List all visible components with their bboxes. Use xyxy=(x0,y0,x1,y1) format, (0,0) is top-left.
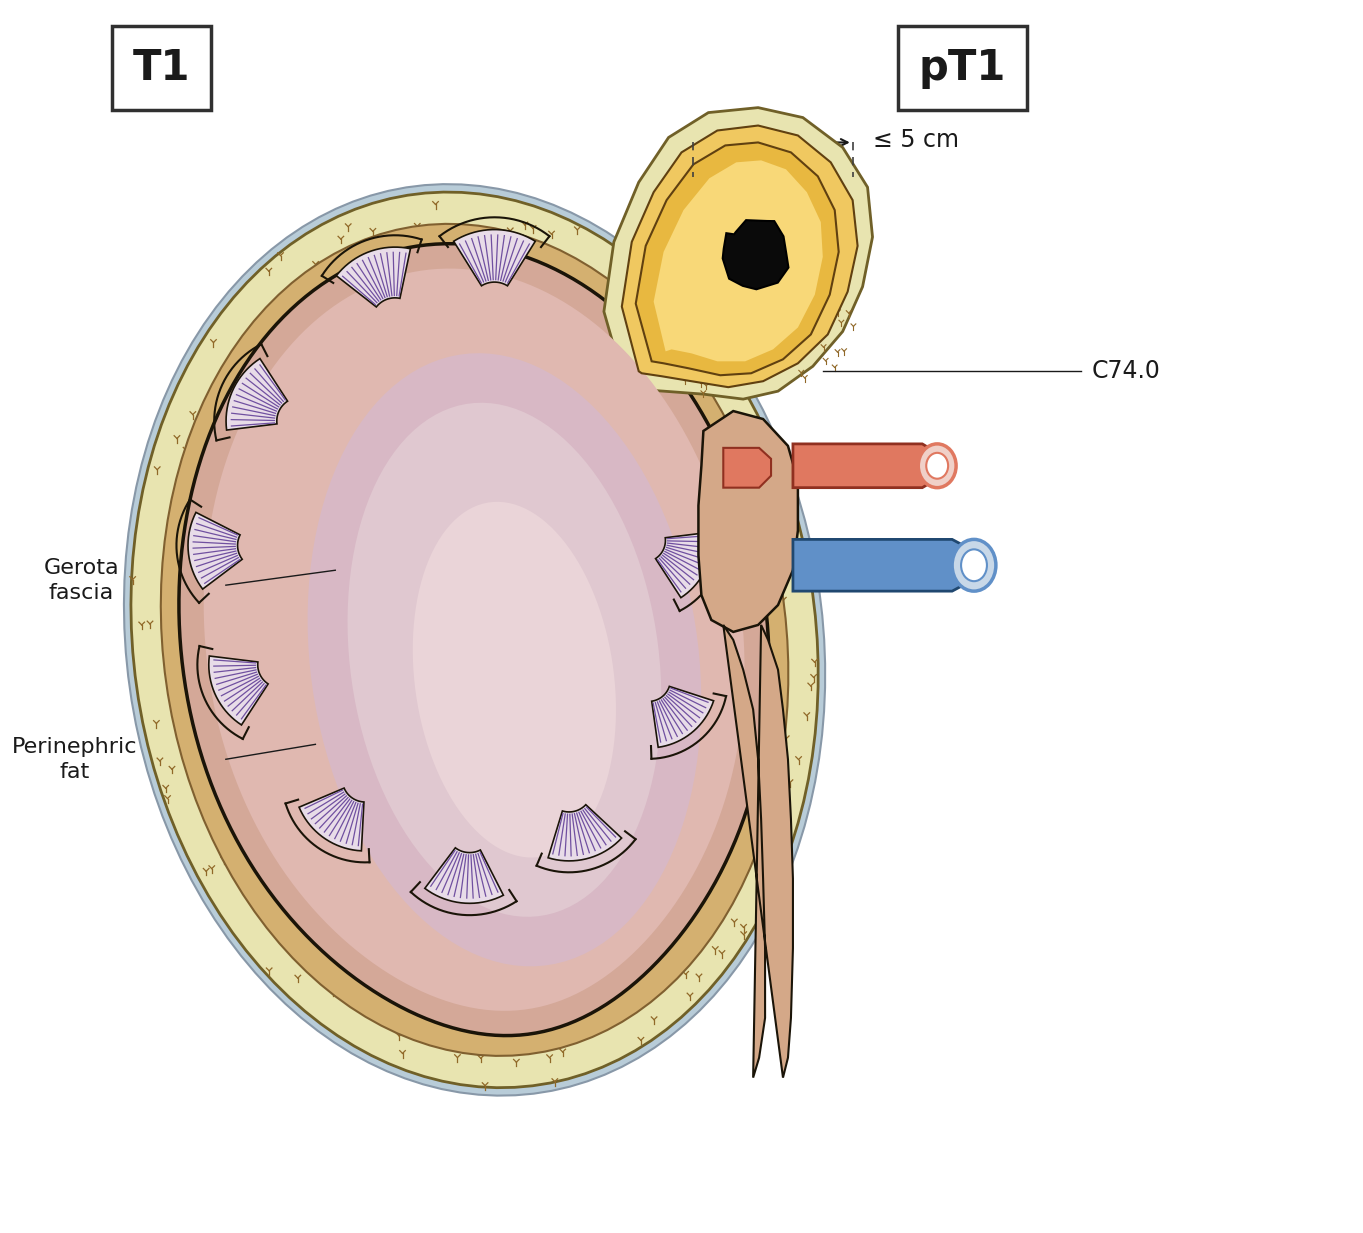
Text: Perinephric
fat: Perinephric fat xyxy=(12,737,138,782)
Polygon shape xyxy=(654,160,823,361)
Polygon shape xyxy=(604,107,872,399)
Polygon shape xyxy=(425,848,503,904)
Ellipse shape xyxy=(953,539,996,591)
Polygon shape xyxy=(454,229,536,286)
Text: ≤ 5 cm: ≤ 5 cm xyxy=(872,128,958,153)
Text: T1: T1 xyxy=(132,47,189,89)
Polygon shape xyxy=(179,244,769,1036)
Polygon shape xyxy=(337,247,410,307)
Polygon shape xyxy=(548,805,622,861)
Polygon shape xyxy=(413,502,616,857)
Polygon shape xyxy=(793,444,938,488)
Polygon shape xyxy=(793,539,975,591)
Polygon shape xyxy=(652,687,714,747)
Polygon shape xyxy=(203,269,744,1011)
Ellipse shape xyxy=(927,453,949,478)
Polygon shape xyxy=(724,625,793,1078)
Polygon shape xyxy=(226,359,288,430)
Polygon shape xyxy=(131,192,818,1088)
Polygon shape xyxy=(209,656,269,725)
Text: Gerota
fascia: Gerota fascia xyxy=(44,557,120,603)
Polygon shape xyxy=(348,403,661,917)
Polygon shape xyxy=(622,126,857,387)
Polygon shape xyxy=(188,513,243,589)
Polygon shape xyxy=(298,788,364,851)
Polygon shape xyxy=(722,221,788,290)
Polygon shape xyxy=(161,224,788,1055)
Polygon shape xyxy=(656,533,711,598)
Text: pT1: pT1 xyxy=(919,47,1006,89)
Text: C74.0: C74.0 xyxy=(1092,359,1160,383)
Polygon shape xyxy=(724,448,771,488)
Ellipse shape xyxy=(919,444,955,488)
Polygon shape xyxy=(635,143,838,375)
Polygon shape xyxy=(308,353,701,967)
Polygon shape xyxy=(698,411,797,633)
Ellipse shape xyxy=(961,550,987,581)
Polygon shape xyxy=(124,184,825,1096)
